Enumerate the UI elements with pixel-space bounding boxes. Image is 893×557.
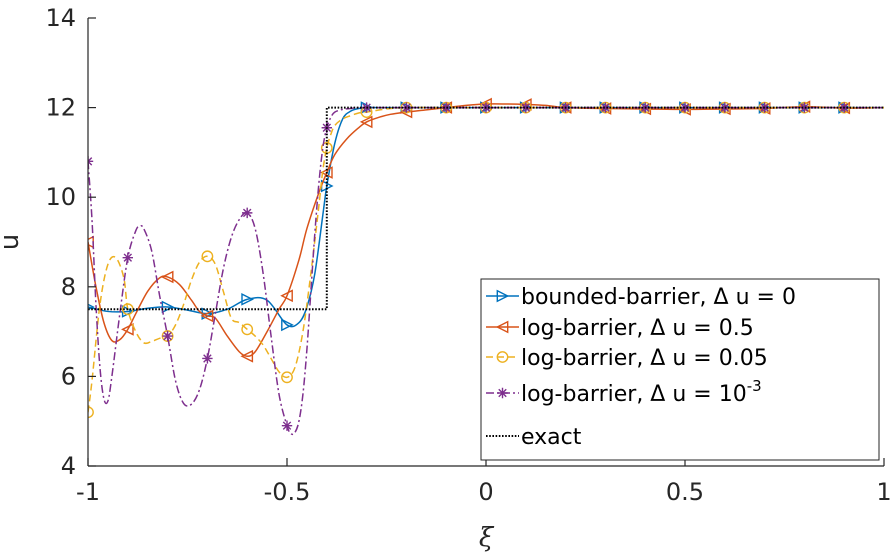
x-tick-label: 0.5: [666, 478, 704, 506]
y-tick-label: 6: [61, 362, 76, 390]
series-5: [88, 106, 884, 311]
legend: bounded-barrier, Δ u = 0 log-barrier, Δ u…: [480, 278, 880, 461]
series-4-point-12: [520, 102, 531, 113]
legend-swatch-marker: [495, 320, 509, 334]
series-4-point-4: [202, 353, 213, 364]
y-tick-label: 4: [61, 452, 76, 480]
legend-label: log-barrier, Δ u = 0.5: [521, 316, 754, 341]
legend-label: log-barrier, Δ u = 0.05: [521, 346, 768, 371]
y-tick-label: 12: [45, 94, 76, 122]
series-2-point-4: [200, 309, 214, 323]
series-4-point-16: [679, 102, 691, 113]
series-3-point-4: [201, 250, 214, 263]
legend-swatch-marker: [497, 387, 508, 399]
series-4-point-17: [719, 102, 730, 113]
series-2-point-2: [121, 323, 134, 336]
series-1-point-6: [281, 318, 294, 332]
series-4-point-19: [799, 102, 810, 113]
series-1-point-5: [241, 293, 254, 306]
legend-box: [480, 278, 880, 461]
y-tick-label: 14: [45, 4, 76, 32]
series-2-point-6: [280, 289, 293, 303]
y-tick-label: 8: [61, 273, 76, 301]
series-layer: [88, 97, 884, 436]
x-tick-label: 1: [876, 478, 891, 506]
series-2-point-8: [359, 115, 373, 129]
series-3-point-5: [241, 323, 254, 336]
legend-entry: exact: [486, 425, 582, 450]
series-5-line: [88, 106, 884, 311]
series-4-point-2: [122, 252, 133, 263]
legend-label-superscript: -3: [747, 377, 762, 395]
series-2-point-5: [240, 349, 254, 363]
series-4-point-3: [162, 330, 173, 342]
legend-swatch-marker: [496, 351, 509, 363]
series-2-point-3: [160, 270, 174, 284]
x-tick-label: -1: [76, 478, 100, 506]
series-3-point-6: [281, 371, 293, 384]
series-3-line: [88, 106, 884, 413]
legend-entry: log-barrier, Δ u = 0.05: [486, 346, 768, 371]
legend-entry: log-barrier, Δ u = 0.5: [486, 316, 754, 341]
y-axis-title: u: [0, 234, 25, 250]
legend-label: exact: [521, 425, 582, 450]
series-1-point-3: [161, 300, 175, 314]
legend-label: log-barrier, Δ u = 10-3: [521, 377, 762, 407]
series-4-point-14: [600, 102, 611, 113]
series-4-point-6: [281, 420, 293, 431]
y-tick-label: 10: [45, 183, 76, 211]
series-4-point-10: [441, 102, 452, 113]
legend-swatch-marker: [496, 289, 510, 303]
legend-entry: log-barrier, Δ u = 10-3: [486, 377, 762, 407]
x-axis-title: ξ: [479, 523, 495, 553]
legend-label: bounded-barrier, Δ u = 0: [521, 285, 796, 310]
legend-entry: bounded-barrier, Δ u = 0: [486, 285, 796, 310]
x-tick-label: 0: [478, 478, 493, 506]
x-tick-label: -0.5: [264, 478, 311, 506]
series-4-point-5: [242, 207, 253, 219]
